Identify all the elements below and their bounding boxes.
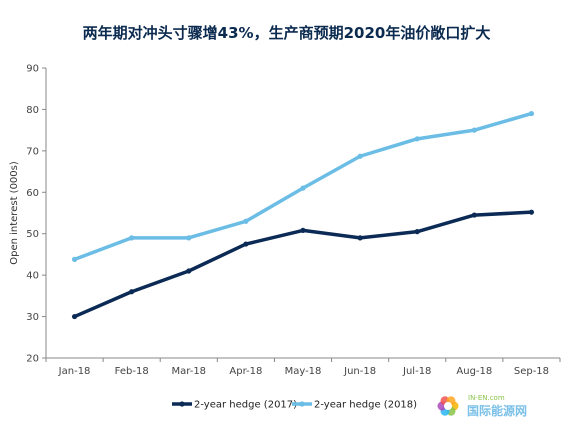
x-tick-label: Feb-18	[115, 366, 149, 377]
x-tick-label: Sep-18	[514, 366, 549, 377]
x-tick-label: Jan-18	[58, 366, 91, 377]
logo-center	[444, 402, 452, 410]
series-2-point	[414, 136, 420, 142]
y-tick-label: 20	[26, 354, 39, 365]
x-ticks: Jan-18 Feb-18 Mar-18 Apr-18 May-18 Jun-18 Jul-…	[45, 358, 561, 377]
legend-label-2: 2-year hedge (2018)	[314, 400, 417, 411]
y-tick-label: 90	[26, 64, 39, 75]
series-2-point	[243, 218, 249, 224]
x-tick-label: May-18	[285, 366, 322, 377]
y-axis-label: Open interest (000s)	[9, 161, 20, 265]
watermark-text: 国际能源网	[467, 403, 527, 418]
chart-title: 两年期对冲头寸骤增43%，生产商预期2020年油价敞口扩大	[82, 24, 491, 42]
legend-label-1: 2-year hedge (2017)	[194, 400, 297, 411]
x-tick-label: Jun-18	[343, 366, 376, 377]
series-1-point	[471, 212, 477, 218]
legend-marker-2	[299, 401, 305, 407]
y-tick-label: 50	[26, 229, 39, 240]
series-1-point	[71, 313, 78, 320]
axes	[45, 68, 560, 359]
y-tick-label: 60	[26, 188, 39, 199]
x-tick-label: Apr-18	[229, 366, 262, 377]
x-tick-label: Aug-18	[456, 366, 492, 377]
legend-marker-1	[179, 401, 185, 407]
series-2-point	[528, 110, 535, 117]
series-1-point	[243, 241, 249, 247]
y-ticks: 20 30 40 50 60 70 80 90	[26, 64, 46, 365]
x-tick-label: Jul-18	[402, 366, 431, 377]
series-2-point	[300, 185, 306, 191]
series-1-point	[129, 289, 135, 295]
series-1-point	[300, 227, 306, 233]
series-2-point	[471, 127, 477, 133]
x-tick-label: Mar-18	[171, 366, 206, 377]
series-1-point	[528, 209, 535, 215]
series-2-point	[186, 235, 192, 241]
series-2-point	[357, 153, 363, 159]
series-2-point	[129, 235, 135, 241]
series-1-point	[357, 235, 363, 241]
watermark-subtext: IN-EN.com	[468, 394, 505, 402]
y-tick-label: 80	[26, 105, 39, 116]
series-1-point	[186, 268, 192, 274]
y-tick-label: 40	[26, 271, 39, 282]
y-tick-label: 30	[26, 312, 39, 323]
series-2-point	[71, 256, 78, 262]
y-tick-label: 70	[26, 146, 39, 157]
series-group	[71, 110, 535, 320]
legend: 2-year hedge (2017) 2-year hedge (2018)	[172, 400, 417, 411]
series-1-point	[414, 229, 420, 235]
